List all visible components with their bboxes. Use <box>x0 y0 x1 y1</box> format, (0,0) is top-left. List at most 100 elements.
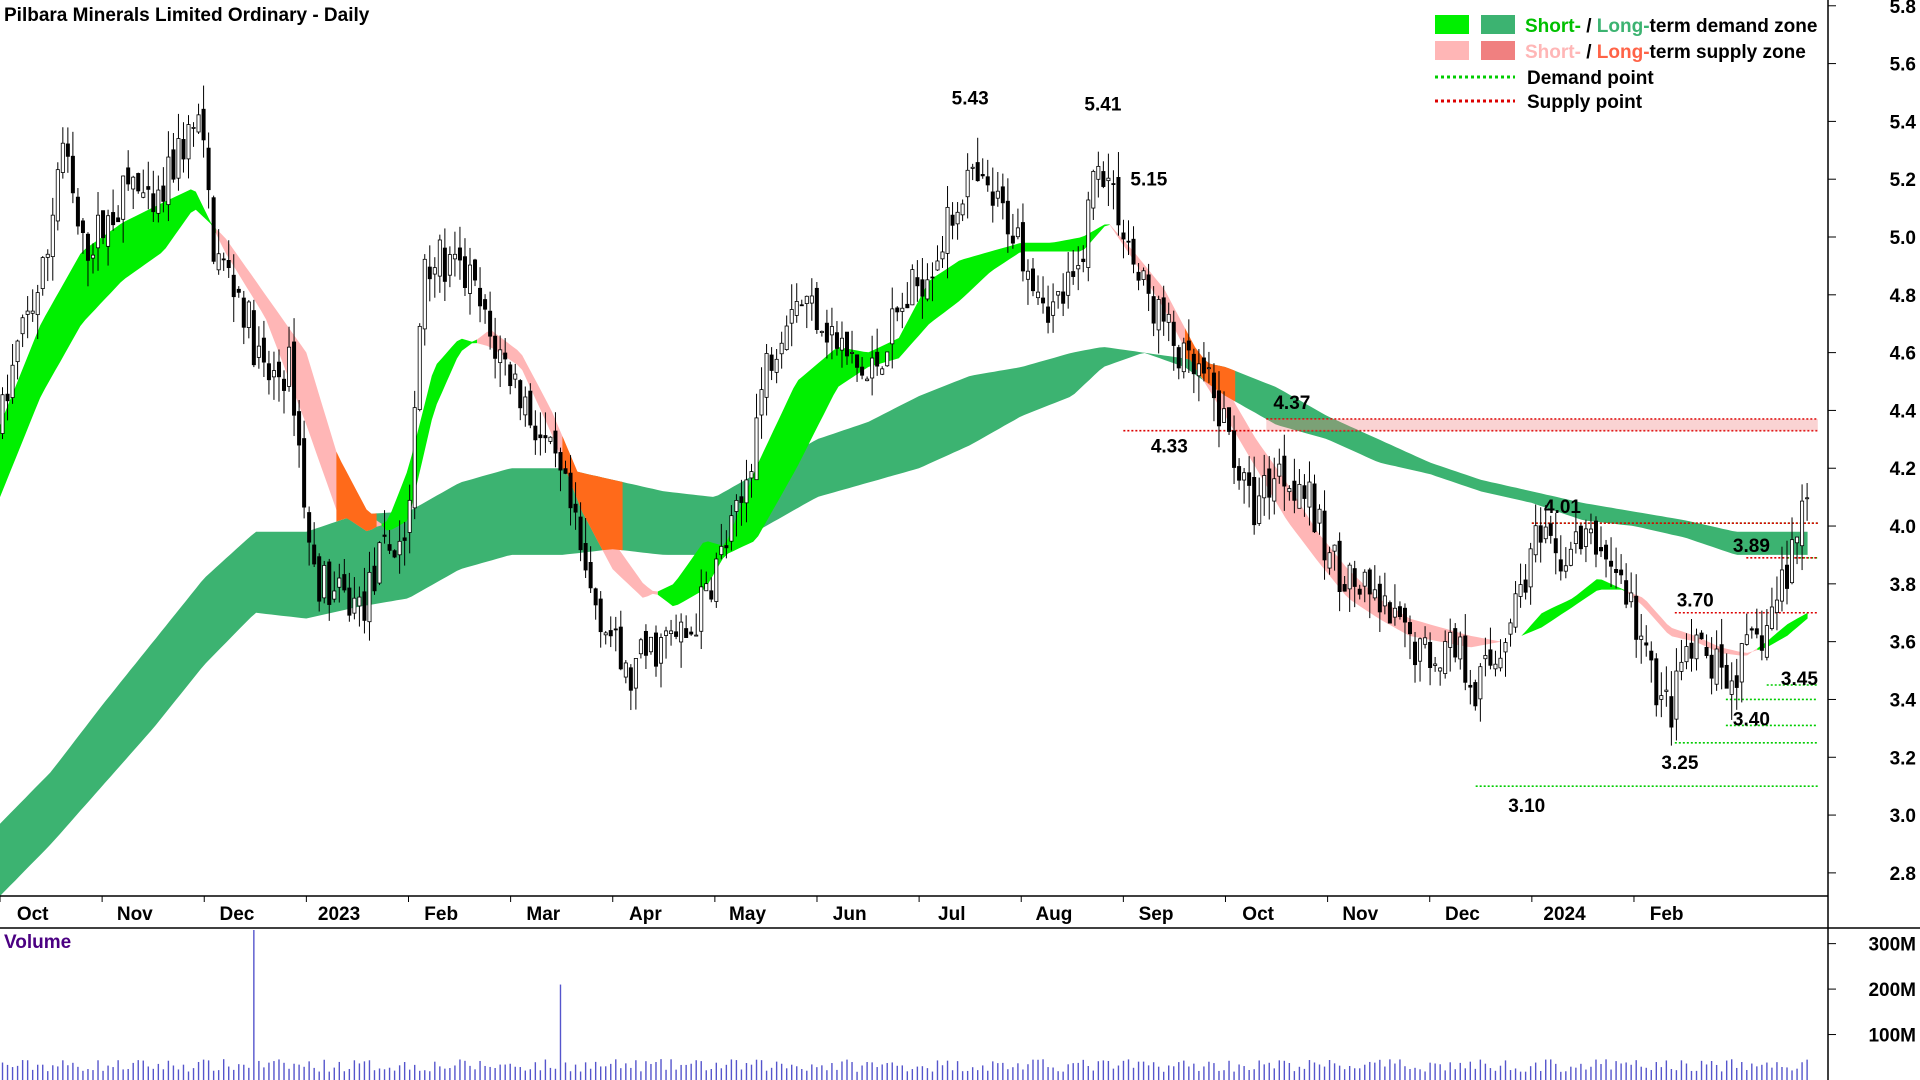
candle-down <box>1191 353 1196 375</box>
candle-up <box>25 310 30 315</box>
candle-down <box>875 351 880 367</box>
candle-down <box>920 279 925 297</box>
candle-down <box>578 516 583 551</box>
candle-down <box>317 556 322 602</box>
candle-down <box>1649 650 1654 661</box>
candle-down <box>402 537 407 541</box>
candle-down <box>950 214 955 226</box>
level-label: 4.37 <box>1273 393 1310 414</box>
candle-up <box>960 203 965 216</box>
y-tick-label: 3.6 <box>1890 633 1916 654</box>
candle-down <box>226 259 231 269</box>
candle-up <box>417 325 422 410</box>
candle-up <box>1518 584 1523 597</box>
candle-up <box>1166 313 1171 323</box>
candle-down <box>975 162 980 182</box>
candle-down <box>1724 664 1729 689</box>
candle-up <box>1051 301 1056 316</box>
level-label: 3.70 <box>1677 591 1714 612</box>
candle-up <box>664 630 669 636</box>
candle-up <box>1015 227 1020 238</box>
candle-down <box>860 366 865 376</box>
candle-down <box>161 185 166 202</box>
candle-down <box>1377 583 1382 613</box>
candle-down <box>462 256 467 288</box>
candle-up <box>106 215 111 247</box>
candle-down <box>442 247 447 282</box>
candle-up <box>925 279 930 300</box>
candle-up <box>186 124 191 160</box>
candle-down <box>493 335 498 359</box>
candle-up <box>1347 564 1352 590</box>
candle-down <box>834 332 839 349</box>
candle-down <box>1292 480 1297 501</box>
candle-up <box>1568 548 1573 566</box>
candle-up <box>422 258 427 330</box>
candle-up <box>1156 299 1161 331</box>
candle-down <box>1247 472 1252 486</box>
y-tick-label: 3.4 <box>1890 690 1917 711</box>
candle-up <box>850 352 855 354</box>
candle-down <box>724 545 729 549</box>
candle-down <box>1186 340 1191 351</box>
candle-down <box>146 186 151 190</box>
x-tick-label: Jul <box>938 904 965 925</box>
candle-up <box>1694 634 1699 660</box>
candle-up <box>870 357 875 379</box>
candle-down <box>392 550 397 558</box>
candle-down <box>1201 357 1206 374</box>
candle-down <box>1146 274 1151 294</box>
candle-down <box>251 310 256 366</box>
peak-labels: 5.43 5.41 5.15 4.37 4.33 4.01 3.89 3.70 3.45 3.40… <box>952 89 1819 817</box>
candle-up <box>246 301 251 328</box>
candle-up <box>1563 565 1568 572</box>
candle-up <box>20 317 25 335</box>
candle-down <box>1407 622 1412 635</box>
candle-up <box>633 658 638 689</box>
candle-up <box>1779 569 1784 602</box>
candle-up <box>15 340 20 363</box>
candle-up <box>1362 571 1367 587</box>
y-tick-label: 5.0 <box>1890 228 1916 249</box>
candle-up <box>1528 548 1533 588</box>
candle-up <box>774 358 779 373</box>
candle-up <box>437 239 442 277</box>
candle-up <box>1257 495 1262 524</box>
candle-up <box>1433 663 1438 666</box>
candle-down <box>70 155 75 194</box>
legend-swatch-short-demand <box>1435 15 1469 34</box>
candle-down <box>588 562 593 589</box>
candle-down <box>342 574 347 591</box>
candle-down <box>488 310 493 337</box>
candle-down <box>568 472 573 509</box>
candle-up <box>1423 637 1428 645</box>
candle-up <box>1025 270 1030 280</box>
short-term-zone <box>1501 579 1627 642</box>
candle-down <box>151 193 156 213</box>
overlap-zone <box>336 451 377 532</box>
candle-up <box>357 596 362 607</box>
candle-up <box>498 349 503 364</box>
candle-down <box>1216 390 1221 427</box>
candle-down <box>327 561 332 605</box>
candle-down <box>80 220 85 233</box>
demand-supply-points <box>1123 418 1818 787</box>
candle-down <box>1387 602 1392 624</box>
candle-up <box>679 621 684 643</box>
x-tick-label: 2023 <box>318 904 360 925</box>
candle-down <box>1689 642 1694 659</box>
level-label: 3.40 <box>1733 709 1770 730</box>
candle-up <box>60 142 65 173</box>
legend-supply-point: Supply point <box>1527 92 1643 113</box>
candle-down <box>1548 523 1553 536</box>
candle-down <box>292 341 297 416</box>
candle-up <box>965 169 970 198</box>
candle-down <box>1397 606 1402 618</box>
candle-up <box>839 337 844 351</box>
level-label: 4.01 <box>1544 497 1581 518</box>
candle-down <box>101 210 106 239</box>
candle-up <box>90 254 95 259</box>
volume-tick-label: 200M <box>1868 980 1916 1001</box>
candle-down <box>312 544 317 565</box>
candle-up <box>397 540 402 556</box>
